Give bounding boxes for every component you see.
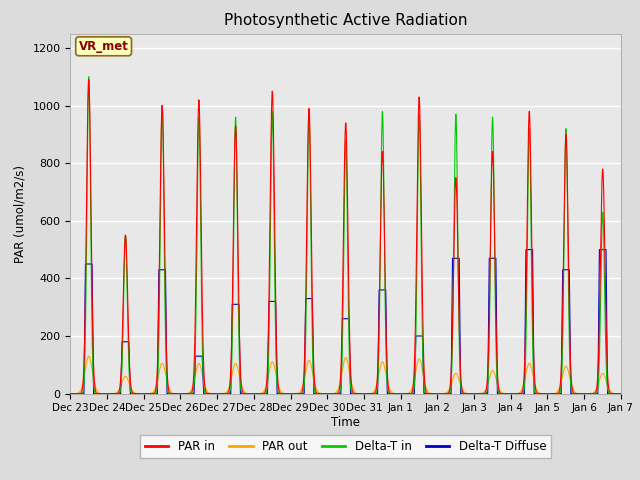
Legend: PAR in, PAR out, Delta-T in, Delta-T Diffuse: PAR in, PAR out, Delta-T in, Delta-T Dif… — [140, 435, 551, 458]
Title: Photosynthetic Active Radiation: Photosynthetic Active Radiation — [224, 13, 467, 28]
X-axis label: Time: Time — [331, 416, 360, 429]
Y-axis label: PAR (umol/m2/s): PAR (umol/m2/s) — [14, 165, 27, 263]
Text: VR_met: VR_met — [79, 40, 129, 53]
